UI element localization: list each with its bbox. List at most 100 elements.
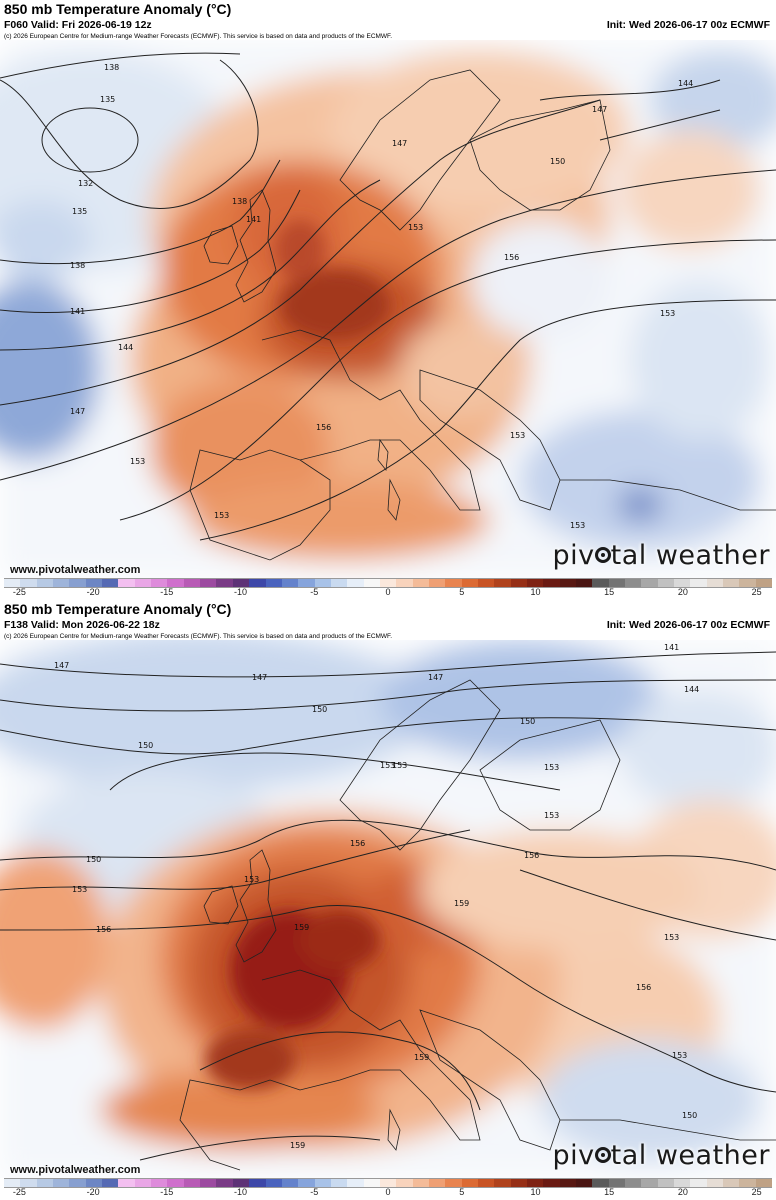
contour-label: 147 bbox=[428, 673, 443, 682]
valid-time: F138 Valid: Mon 2026-06-22 18z bbox=[4, 619, 160, 631]
colorbar-swatch bbox=[723, 579, 740, 587]
copyright-notice: (c) 2026 European Centre for Medium-rang… bbox=[4, 33, 393, 40]
colorbar-swatch bbox=[183, 1179, 201, 1187]
colorbar-ticks: -25 -20 -15 -10 -5 0 5 10 15 20 25 bbox=[4, 1187, 772, 1199]
colorbar-tick-label: 20 bbox=[677, 587, 688, 597]
coastlines bbox=[179, 679, 776, 1171]
contour-label: 156 bbox=[524, 851, 539, 860]
colorbar-swatch bbox=[281, 1179, 299, 1187]
colorbar-swatch bbox=[36, 579, 54, 587]
colorbar-swatch bbox=[477, 1179, 495, 1187]
colorbar-swatch bbox=[527, 1179, 544, 1187]
colorbar-swatch bbox=[428, 1179, 446, 1187]
colorbar-swatch bbox=[706, 579, 724, 587]
colorbar-swatch bbox=[183, 579, 201, 587]
contour-label: 138 bbox=[104, 63, 119, 72]
contour-label: 159 bbox=[414, 1053, 429, 1062]
colorbar-swatch bbox=[53, 579, 70, 587]
colorbar-swatch bbox=[134, 1179, 152, 1187]
colorbar-swatch bbox=[608, 579, 626, 587]
contour-label: 153 bbox=[244, 875, 259, 884]
colorbar-swatch bbox=[739, 1179, 756, 1187]
colorbar-swatch bbox=[298, 1179, 315, 1187]
colorbar-swatch bbox=[657, 579, 675, 587]
height-contours bbox=[0, 651, 776, 1161]
contour-label: 156 bbox=[636, 983, 651, 992]
colorbar-swatch bbox=[4, 579, 21, 587]
colorbar-swatch bbox=[69, 1179, 86, 1187]
contour-label: 150 bbox=[138, 741, 153, 750]
colorbar-swatch bbox=[167, 1179, 184, 1187]
colorbar-tick-label: 20 bbox=[677, 1187, 688, 1197]
panel-title: 850 mb Temperature Anomaly (°C) bbox=[4, 601, 232, 617]
contour-label: 144 bbox=[118, 343, 133, 352]
contour-label: 135 bbox=[100, 95, 115, 104]
colorbar-swatch bbox=[494, 1179, 511, 1187]
colorbar-swatch bbox=[265, 579, 282, 587]
colorbar-swatch bbox=[625, 1179, 642, 1187]
colorbar-swatch bbox=[167, 579, 184, 587]
colorbar-tick-label: 10 bbox=[530, 587, 541, 597]
colorbar-ticks: -25 -20 -15 -10 -5 0 5 10 15 20 25 bbox=[4, 587, 772, 599]
colorbar-swatch bbox=[690, 579, 707, 587]
panel-title: 850 mb Temperature Anomaly (°C) bbox=[4, 1, 232, 17]
brand-text: piv tal weather bbox=[552, 540, 770, 571]
contour-label: 135 bbox=[72, 207, 87, 216]
colorbar-swatch bbox=[216, 579, 233, 587]
colorbar-tick-label: -10 bbox=[234, 1187, 248, 1197]
contour-label: 156 bbox=[350, 839, 365, 848]
contour-label: 156 bbox=[504, 253, 519, 262]
colorbar-swatch bbox=[118, 1179, 135, 1187]
contour-label: 147 bbox=[70, 407, 85, 416]
contour-label: 141 bbox=[246, 215, 261, 224]
map-panel-2: 850 mb Temperature Anomaly (°C) F138 Val… bbox=[0, 600, 776, 1200]
contour-label: 141 bbox=[70, 307, 85, 316]
colorbar-swatch bbox=[674, 1179, 691, 1187]
colorbar-swatch bbox=[216, 1179, 233, 1187]
contour-label: 147 bbox=[592, 105, 607, 114]
colorbar-swatch bbox=[477, 579, 495, 587]
colorbar-swatch bbox=[69, 579, 86, 587]
init-time: Init: Wed 2026-06-17 00z ECMWF bbox=[606, 619, 770, 631]
contour-label: 153 bbox=[392, 761, 407, 770]
contour-label: 153 bbox=[544, 763, 559, 772]
colorbar-swatch bbox=[461, 1179, 478, 1187]
contour-label: 138 bbox=[232, 197, 247, 206]
init-time: Init: Wed 2026-06-17 00z ECMWF bbox=[606, 19, 770, 31]
contour-label: 156 bbox=[96, 925, 111, 934]
colorbar-tick-label: 15 bbox=[604, 1187, 615, 1197]
colorbar-swatch bbox=[608, 1179, 626, 1187]
map-graphic: 138 135 132 135 138 141 144 147 153 147 … bbox=[0, 40, 776, 578]
contour-label: 153 bbox=[544, 811, 559, 820]
contour-label: 144 bbox=[684, 685, 699, 694]
colorbar-tick-label: 0 bbox=[385, 1187, 391, 1197]
colorbar-swatch bbox=[200, 1179, 217, 1187]
brand-text: piv tal weather bbox=[552, 1140, 770, 1171]
contour-labels: 138 135 132 135 138 141 144 147 153 147 … bbox=[70, 63, 693, 530]
contour-label: 138 bbox=[70, 261, 85, 270]
height-contours bbox=[0, 52, 776, 541]
colorbar-tick-label: 0 bbox=[385, 587, 391, 597]
contour-label: 144 bbox=[678, 79, 693, 88]
colorbar-tick-label: -15 bbox=[160, 587, 174, 597]
contour-label: 141 bbox=[664, 643, 679, 652]
colorbar bbox=[4, 578, 773, 588]
colorbar-swatch bbox=[412, 1179, 429, 1187]
colorbar-swatch bbox=[592, 1179, 609, 1187]
colorbar-swatch bbox=[592, 579, 609, 587]
colorbar-swatch bbox=[363, 579, 380, 587]
colorbar-swatch bbox=[281, 579, 299, 587]
contour-label: 150 bbox=[312, 705, 327, 714]
colorbar-swatch bbox=[200, 579, 217, 587]
contour-label: 153 bbox=[214, 511, 229, 520]
contour-label: 132 bbox=[78, 179, 93, 188]
contour-label: 159 bbox=[454, 899, 469, 908]
contour-labels: 147 147 141 144 150 150 147 150 153 153 … bbox=[54, 643, 699, 1150]
colorbar-swatch bbox=[510, 1179, 527, 1187]
colorbar-swatch bbox=[363, 1179, 380, 1187]
colorbar-swatch bbox=[102, 579, 119, 587]
contour-label: 150 bbox=[682, 1111, 697, 1120]
colorbar-swatch bbox=[314, 579, 331, 587]
colorbar-swatch bbox=[543, 1179, 560, 1187]
colorbar-swatch bbox=[85, 579, 103, 587]
